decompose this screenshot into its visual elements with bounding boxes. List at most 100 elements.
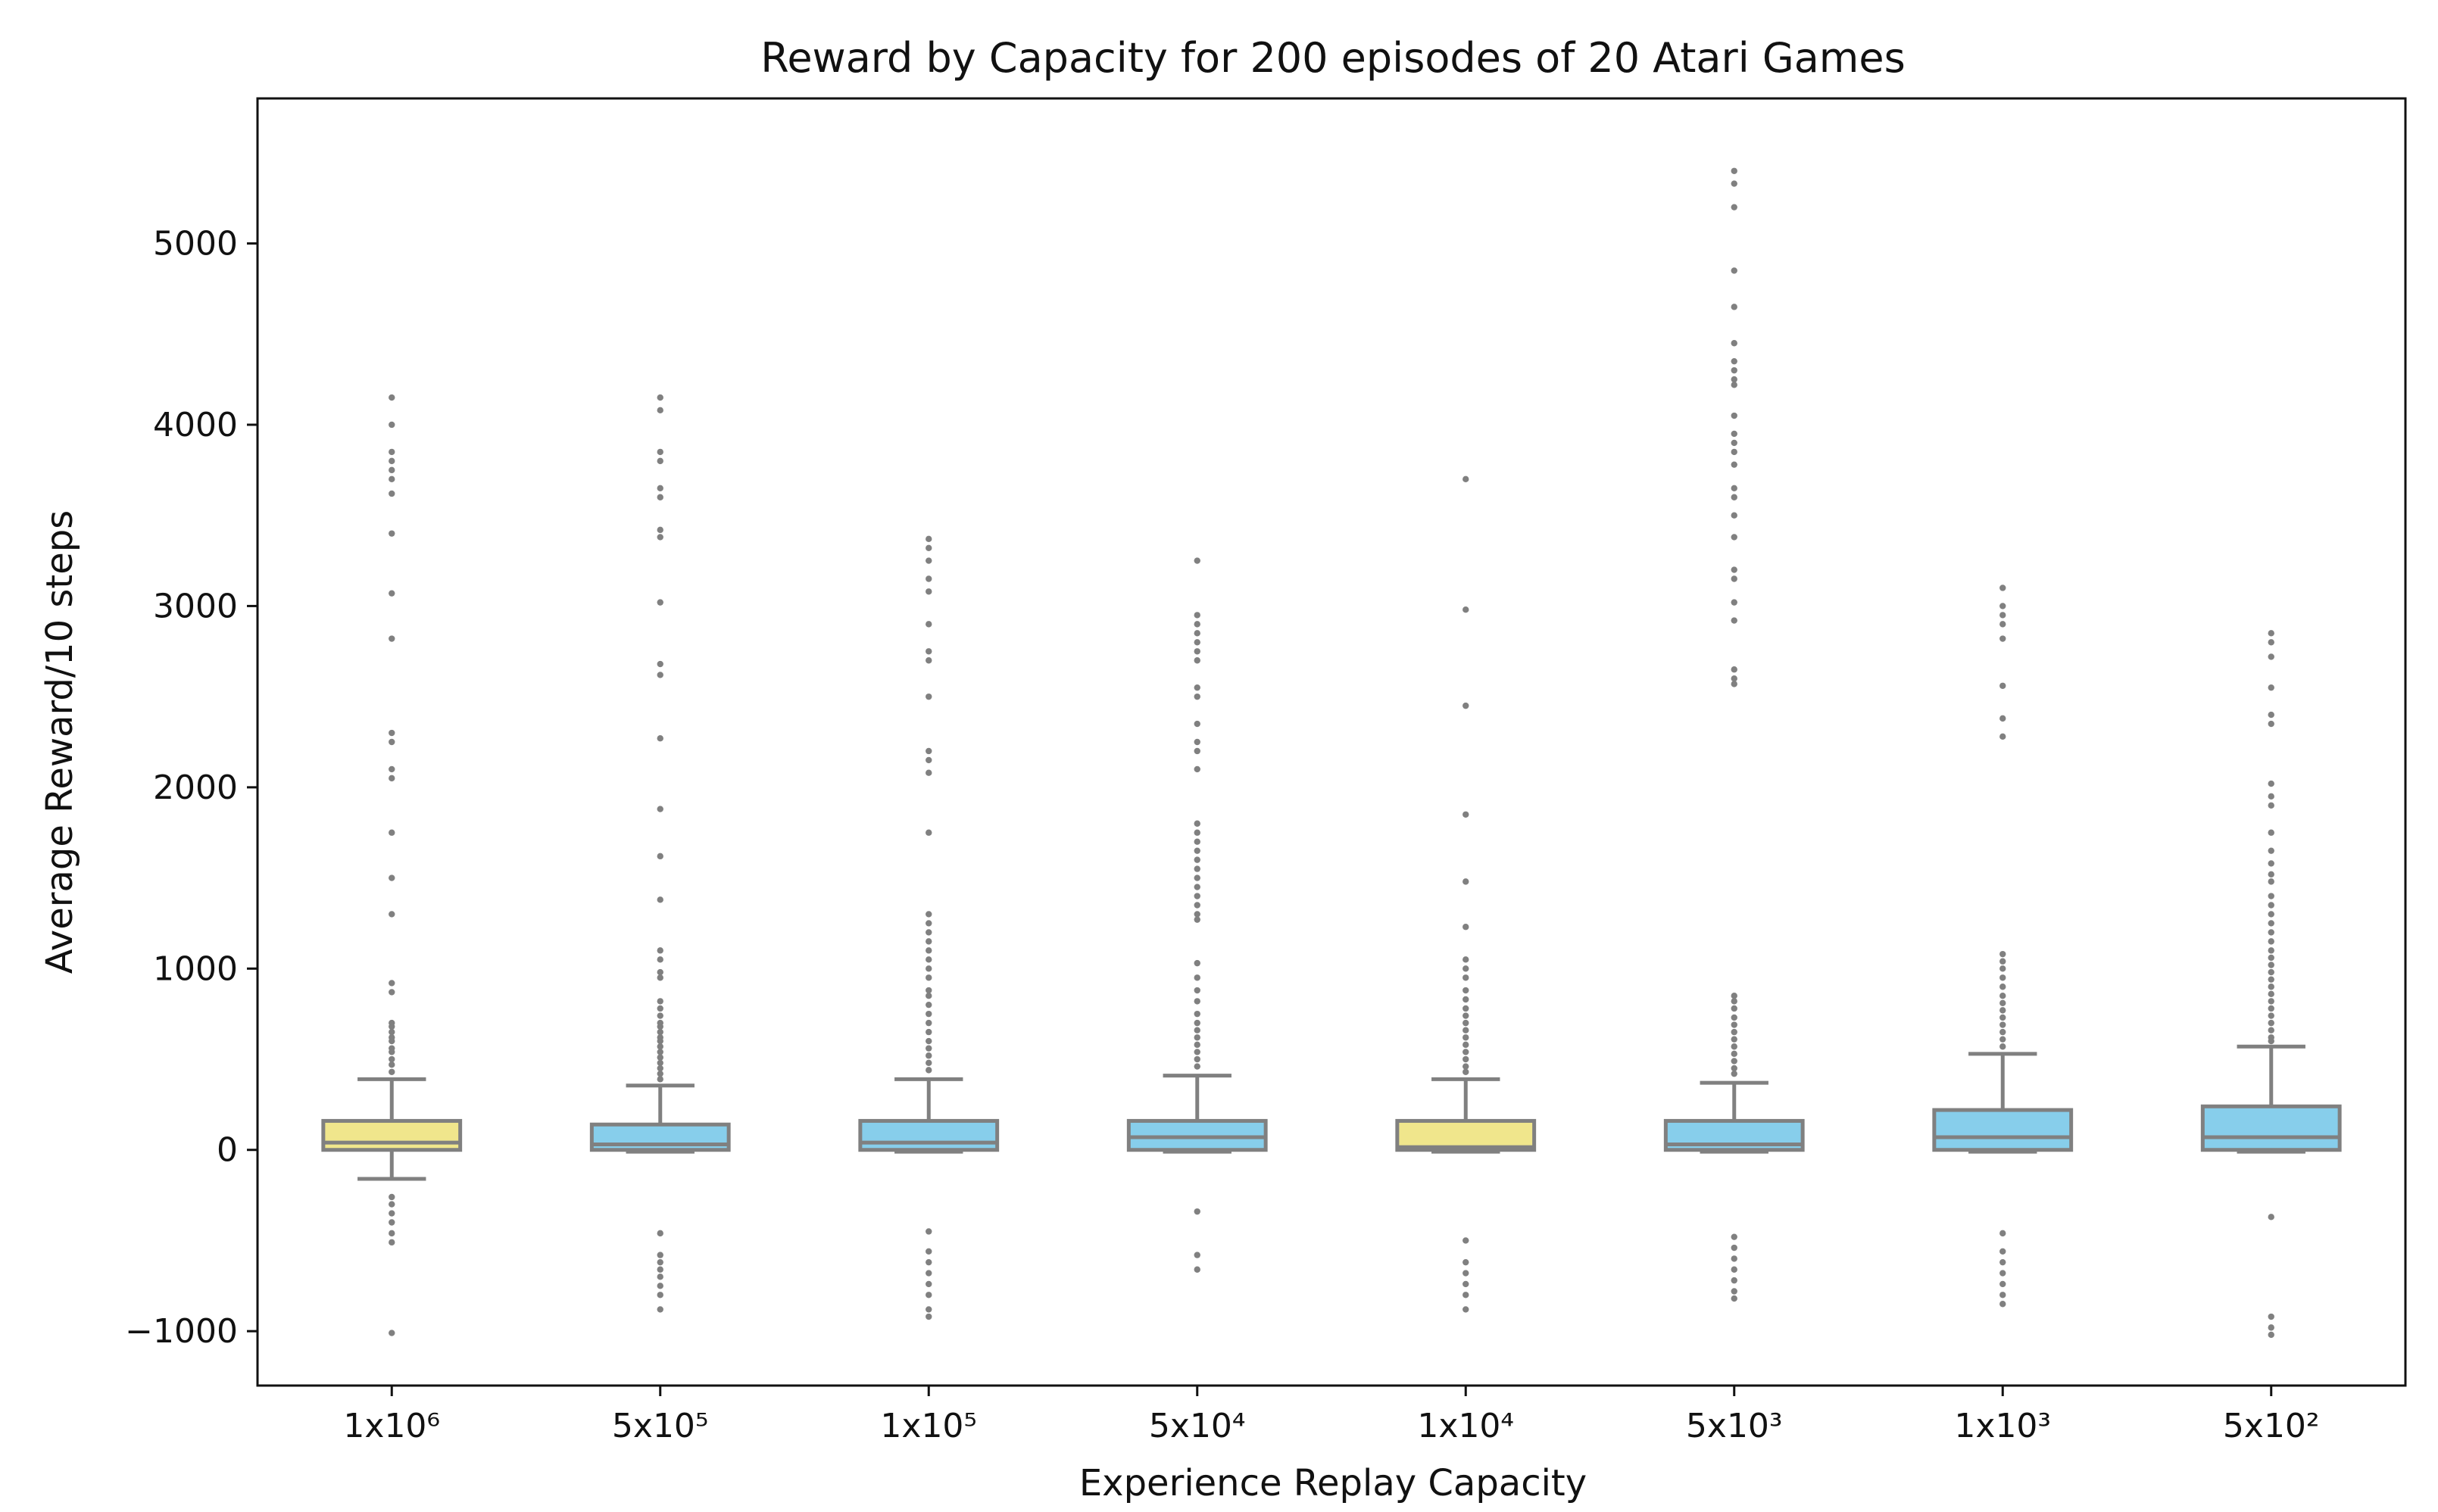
outlier-point xyxy=(657,448,663,456)
boxes-layer xyxy=(321,167,2342,1339)
outlier-point xyxy=(1999,682,2006,689)
outlier-point xyxy=(657,968,663,976)
outlier-point xyxy=(1462,1027,1469,1033)
x-tick-label: 5x10⁵ xyxy=(612,1407,709,1445)
outlier-point xyxy=(1731,575,1737,582)
outlier-point xyxy=(1194,1266,1200,1273)
outlier-point xyxy=(1462,1270,1469,1277)
plot-frame xyxy=(256,97,2407,1387)
outlier-point xyxy=(926,829,932,836)
outlier-point xyxy=(1194,987,1200,994)
outlier-point xyxy=(389,1210,395,1217)
outlier-point xyxy=(1999,1007,2006,1014)
outlier-point xyxy=(2268,920,2274,927)
outlier-point xyxy=(657,1306,663,1313)
outlier-point xyxy=(389,1023,395,1030)
outlier-point xyxy=(657,853,663,860)
outlier-point xyxy=(1731,1050,1737,1058)
outlier-point xyxy=(2268,893,2274,899)
outlier-point xyxy=(389,1219,395,1226)
outlier-point xyxy=(1194,884,1200,890)
outlier-point xyxy=(926,1067,932,1074)
outlier-point xyxy=(1194,557,1200,564)
x-tick-label: 1x10⁵ xyxy=(880,1407,977,1445)
outlier-point xyxy=(926,974,932,981)
outlier-point xyxy=(1462,606,1469,613)
outlier-point xyxy=(926,535,932,543)
outlier-point xyxy=(389,829,395,836)
outlier-point xyxy=(1462,475,1469,483)
outlier-point xyxy=(926,1270,932,1277)
outlier-point xyxy=(389,466,395,474)
outlier-point xyxy=(1194,847,1200,854)
outlier-point xyxy=(1194,738,1200,746)
outlier-point xyxy=(1731,304,1737,310)
outlier-point xyxy=(389,475,395,483)
outlier-point xyxy=(926,1037,932,1045)
outlier-point xyxy=(1731,439,1737,447)
outlier-point xyxy=(2268,1005,2274,1012)
outlier-point xyxy=(2268,860,2274,867)
outlier-point xyxy=(2268,1214,2274,1221)
outlier-point xyxy=(657,485,663,491)
outlier-point xyxy=(2268,1019,2274,1027)
outlier-point xyxy=(1731,1021,1737,1028)
outlier-point xyxy=(926,1280,932,1288)
outlier-point xyxy=(1999,1036,2006,1043)
outlier-point xyxy=(389,1201,395,1208)
outlier-point xyxy=(1999,965,2006,972)
outlier-point xyxy=(389,729,395,737)
outlier-point xyxy=(1462,987,1469,994)
outlier-point xyxy=(926,1052,932,1059)
outlier-point xyxy=(926,1028,932,1036)
outlier-point xyxy=(1731,1233,1737,1240)
outlier-point xyxy=(926,1258,932,1266)
outlier-point xyxy=(1194,959,1200,967)
outlier-point xyxy=(657,1023,663,1030)
outlier-point xyxy=(2268,1037,2274,1045)
outlier-point xyxy=(1731,512,1737,519)
outlier-point xyxy=(1731,599,1737,606)
box-group xyxy=(858,535,1000,1320)
outlier-point xyxy=(2268,684,2274,691)
outlier-point xyxy=(2268,984,2274,990)
outlier-point xyxy=(657,1283,663,1289)
outlier-point xyxy=(1462,956,1469,963)
outlier-point xyxy=(389,394,395,401)
outlier-point xyxy=(1462,811,1469,818)
outlier-point xyxy=(389,1230,395,1237)
outlier-point xyxy=(1731,1005,1737,1012)
outlier-point xyxy=(926,769,932,776)
outlier-point xyxy=(1999,974,2006,981)
outlier-point xyxy=(1462,1055,1469,1063)
outlier-point xyxy=(1731,167,1737,174)
outlier-point xyxy=(389,457,395,465)
outlier-point xyxy=(1999,733,2006,740)
axis-ticks: −1000 0 1000 2000 3000 4000 5000 1x10⁶ 5x10⁵ 1x10… xyxy=(125,225,2319,1445)
outlier-point xyxy=(1194,1019,1200,1027)
outlier-point xyxy=(1462,1068,1469,1075)
box-iqr xyxy=(858,1118,1000,1152)
outlier-point xyxy=(1999,612,2006,619)
x-axis-label: Experience Replay Capacity xyxy=(1079,1462,1587,1504)
outlier-point xyxy=(1462,924,1469,931)
outlier-point xyxy=(2268,911,2274,918)
outlier-point xyxy=(2268,990,2274,998)
y-tick-label: 4000 xyxy=(153,406,238,444)
outlier-point xyxy=(1731,1266,1737,1273)
outlier-point xyxy=(1999,1230,2006,1237)
box-iqr xyxy=(321,1118,463,1152)
outlier-point xyxy=(2268,878,2274,885)
outlier-point xyxy=(926,747,932,755)
box-group xyxy=(2200,630,2342,1339)
outlier-point xyxy=(657,1059,663,1067)
outlier-point xyxy=(926,588,932,595)
outlier-point xyxy=(2268,947,2274,954)
outlier-point xyxy=(1194,874,1200,881)
outlier-point xyxy=(1731,666,1737,673)
outlier-point xyxy=(1462,1012,1469,1019)
outlier-point xyxy=(657,494,663,500)
outlier-point xyxy=(1194,1063,1200,1070)
outlier-point xyxy=(1194,974,1200,981)
box-iqr xyxy=(1932,1108,2074,1152)
